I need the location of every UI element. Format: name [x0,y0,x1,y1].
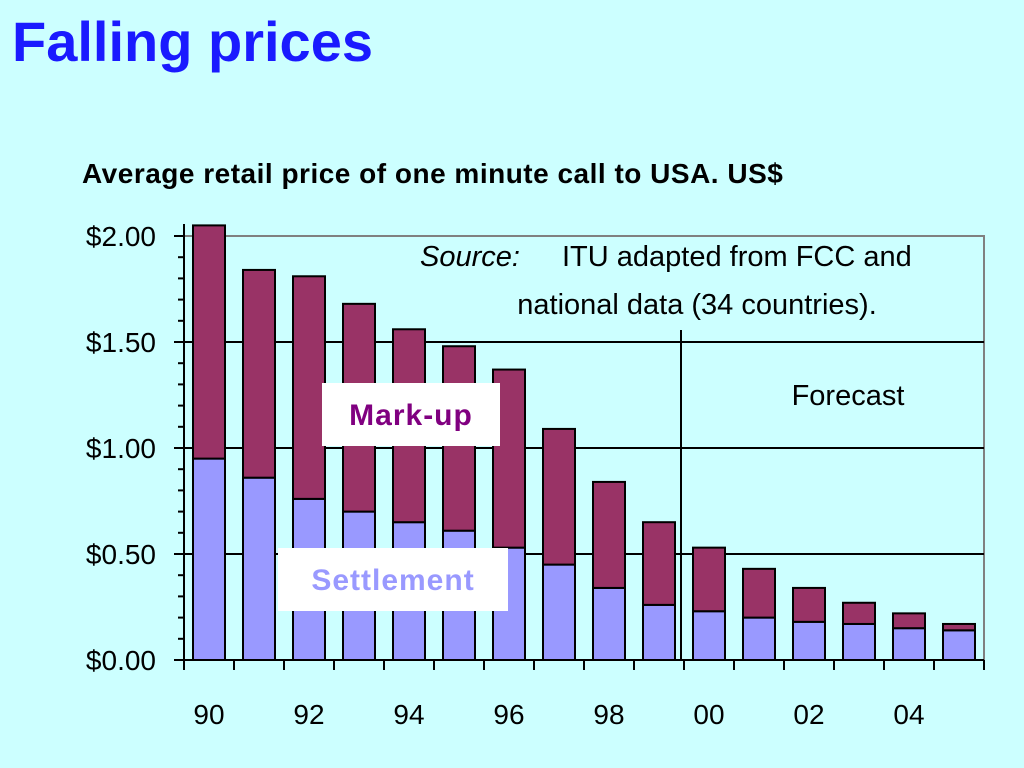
bar-settlement-99 [642,603,676,662]
bar-markup-00 [692,546,726,613]
bar-markup-01 [742,567,776,619]
bar-markup-98 [592,480,626,589]
bar-settlement-90 [192,457,226,661]
y-tick-label-2: $1.00 [86,433,156,464]
forecast-label: Forecast [792,380,905,412]
markup-label-box [322,383,500,446]
y-tick-label-1: $0.50 [86,539,156,570]
x-tick-label-96: 96 [493,699,524,730]
y-tick-label-3: $1.50 [86,327,156,358]
bar-markup-91 [242,268,276,479]
x-tick-label-02: 02 [793,699,824,730]
bar-settlement-97 [542,563,576,661]
chart-title: Average retail price of one minute call … [82,158,784,189]
bar-markup-99 [642,521,676,606]
source-text-2: national data (34 countries). [517,289,877,321]
bar-markup-03 [842,601,876,625]
bar-settlement-98 [592,586,626,661]
x-tick-label-98: 98 [593,699,624,730]
slide-title: Falling prices [12,10,373,73]
x-tick-label-00: 00 [693,699,724,730]
bar-settlement-91 [242,476,276,661]
bar-markup-97 [542,427,576,566]
y-tick-label-0: $0.00 [86,645,156,676]
x-tick-label-94: 94 [393,699,424,730]
markup-label: Mark-up [349,399,473,432]
x-tick-label-90: 90 [193,699,224,730]
bar-markup-92 [292,275,326,500]
source-label: Source: [420,241,520,273]
bar-markup-05 [942,622,976,632]
bar-markup-90 [192,224,226,460]
bar-settlement-01 [742,616,776,661]
x-tick-label-04: 04 [893,699,924,730]
x-tick-label-92: 92 [293,699,324,730]
bar-settlement-02 [792,620,826,662]
bar-settlement-05 [942,629,976,662]
settlement-label-box [278,548,508,611]
bar-markup-04 [892,612,926,630]
source-text: ITU adapted from FCC and [562,241,912,273]
y-tick-label-4: $2.00 [86,221,156,252]
bar-settlement-04 [892,627,926,662]
bar-settlement-00 [692,610,726,661]
bar-settlement-03 [842,622,876,662]
settlement-label: Settlement [311,564,474,597]
bar-markup-02 [792,586,826,623]
